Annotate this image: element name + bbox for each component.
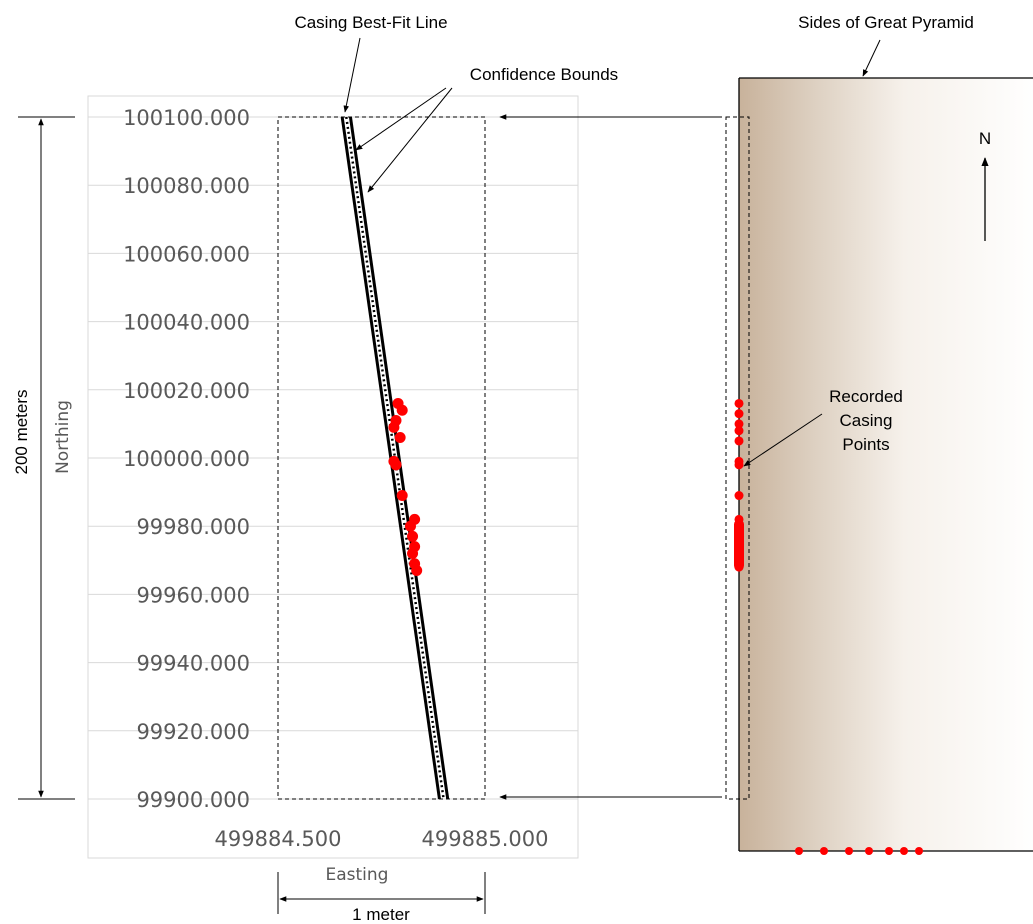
y-tick-label: 100000.000 — [123, 447, 250, 471]
x-tick-labels: 499884.500 499885.000 — [215, 827, 549, 851]
pyramid-point — [734, 419, 744, 429]
data-window-box — [277, 116, 486, 800]
y-tick-label: 99920.000 — [136, 720, 250, 744]
data-point — [407, 547, 419, 559]
y-tick-labels: 100100.000 100080.000 100060.000 100040.000… — [123, 106, 250, 812]
recorded-arrow — [743, 413, 823, 467]
pyramid-south-point — [865, 847, 873, 855]
confidence-label: Confidence Bounds — [470, 65, 618, 84]
recorded-label-line3: Points — [842, 435, 889, 454]
x-tick-label: 499885.000 — [422, 827, 549, 851]
pyramid-point — [734, 398, 744, 408]
pyramid-face — [739, 78, 1033, 851]
pyramid-point-cluster — [734, 519, 744, 571]
plot-frame — [87, 95, 579, 859]
recorded-label-line2: Casing — [840, 411, 893, 430]
data-point — [390, 459, 402, 471]
pyramid-point — [734, 426, 744, 436]
y-tick-label: 100060.000 — [123, 242, 250, 266]
pyramid-point — [734, 409, 744, 419]
x-axis-title: Easting — [326, 865, 389, 885]
pyramid-south-points — [795, 847, 923, 855]
dim-200-meters: 200 meters — [12, 389, 31, 474]
data-point — [394, 432, 406, 444]
y-tick-label: 100020.000 — [123, 379, 250, 403]
y-tick-label: 100080.000 — [123, 174, 250, 198]
pyramid-point — [734, 436, 744, 446]
pyramid-south-point — [915, 847, 923, 855]
pyramid-south-point — [820, 847, 828, 855]
confidence-bound-right — [348, 116, 450, 800]
pyramid-point — [734, 460, 744, 470]
y-tick-label: 100100.000 — [123, 106, 250, 130]
y-tick-label: 100040.000 — [123, 311, 250, 335]
data-point — [411, 565, 423, 577]
y-tick-label: 99940.000 — [136, 652, 250, 676]
best-fit-label: Casing Best-Fit Line — [294, 13, 447, 32]
y-axis-title: Northing — [53, 400, 73, 474]
pyramid-south-point — [900, 847, 908, 855]
y-tick-label: 99960.000 — [136, 583, 250, 607]
sides-arrow — [862, 39, 881, 77]
confidence-arrow-2 — [367, 87, 453, 193]
grid-lines — [88, 116, 578, 800]
dim-1-meter: 1 meter — [352, 905, 410, 924]
y-tick-label: 99980.000 — [136, 515, 250, 539]
pyramid-south-point — [795, 847, 803, 855]
pyramid-recorded-points — [734, 398, 744, 572]
pyramid-point — [734, 491, 744, 501]
pyramid-south-point — [845, 847, 853, 855]
data-point — [396, 490, 408, 502]
pyramid-south-point — [885, 847, 893, 855]
data-point — [388, 421, 400, 433]
north-label: N — [979, 129, 991, 148]
y-tick-label: 99900.000 — [136, 788, 250, 812]
best-fit-arrow — [343, 37, 361, 113]
data-point — [404, 520, 416, 532]
x-tick-label: 499884.500 — [215, 827, 342, 851]
data-point — [396, 404, 408, 416]
confidence-arrow-1 — [355, 87, 447, 151]
recorded-label-line1: Recorded — [829, 387, 903, 406]
pyramid-window-box — [725, 116, 750, 800]
recorded-points — [388, 397, 423, 577]
sides-label: Sides of Great Pyramid — [798, 13, 974, 32]
data-point — [407, 530, 419, 542]
